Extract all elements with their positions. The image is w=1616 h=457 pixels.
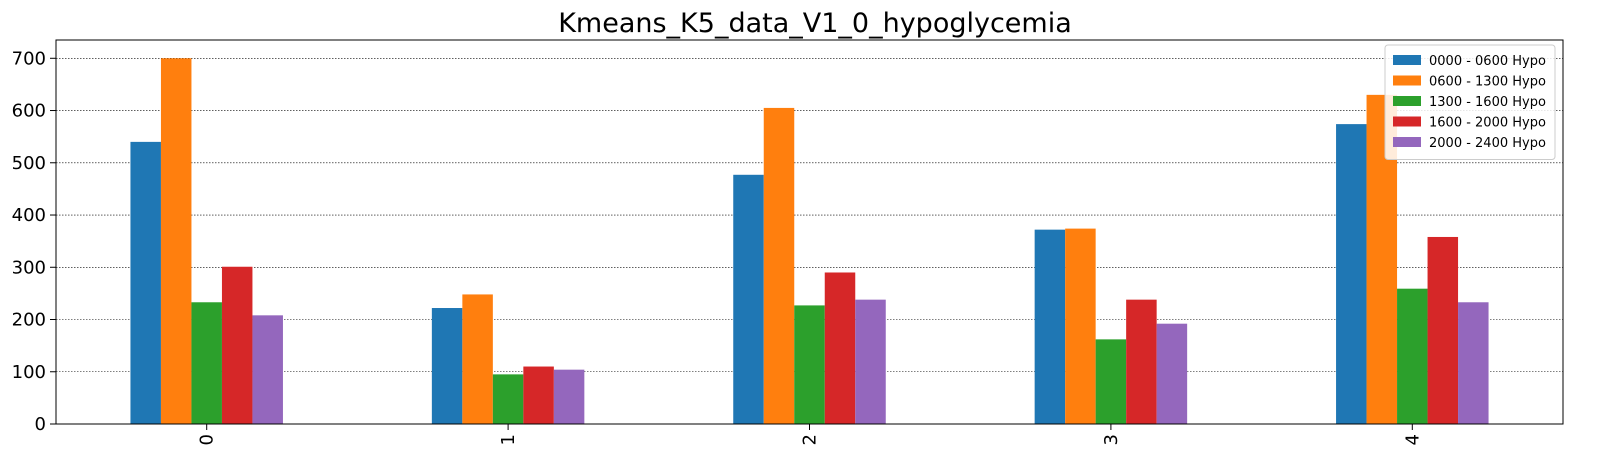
bar: [1397, 288, 1428, 424]
bar: [1427, 236, 1459, 424]
y-tick-label: 0: [35, 414, 46, 435]
legend-label: 0600 - 1300 Hypo: [1429, 75, 1546, 90]
legend-swatch: [1393, 137, 1421, 147]
x-tick-label: 1: [498, 434, 519, 445]
bar: [1336, 124, 1367, 424]
bar: [191, 302, 222, 424]
bar: [252, 315, 283, 424]
y-tick-label: 100: [12, 362, 46, 383]
bar: [1034, 229, 1066, 424]
bar: [1065, 228, 1096, 424]
bar: [855, 299, 886, 424]
y-tick-label: 600: [12, 101, 46, 122]
y-tick-label: 200: [12, 310, 46, 331]
legend-label: 0000 - 0600 Hypo: [1429, 54, 1546, 69]
bar: [1458, 302, 1489, 424]
bar: [221, 266, 253, 424]
bar: [733, 174, 764, 424]
legend-swatch: [1393, 116, 1421, 127]
bar: [523, 366, 554, 424]
x-tick-label: 4: [1402, 434, 1423, 445]
bar: [553, 369, 585, 424]
bar: [431, 308, 463, 424]
legend-label: 1600 - 2000 Hypo: [1429, 116, 1546, 131]
bar: [492, 374, 524, 424]
bar: [1156, 323, 1188, 424]
bar: [824, 272, 856, 424]
y-axis: 0 100 200 300 400 500 600 700: [12, 48, 56, 435]
y-tick-label: 500: [12, 153, 46, 174]
x-axis: 0 1 2 3 4: [197, 424, 1423, 445]
bar: [763, 107, 795, 424]
legend-box: [1384, 44, 1556, 160]
x-tick-label: 3: [1101, 434, 1122, 445]
x-tick-label: 2: [800, 434, 821, 445]
bar: [462, 294, 493, 424]
bar: [130, 141, 161, 424]
y-tick-label: 700: [12, 48, 46, 69]
bars: [130, 58, 1489, 425]
x-tick-label: 0: [197, 434, 218, 445]
legend-label: 1300 - 1600 Hypo: [1429, 95, 1546, 110]
legend: 0000 - 0600 Hypo 0600 - 1300 Hypo 1300 - 1…: [1384, 44, 1556, 160]
legend-label: 2000 - 2400 Hypo: [1429, 136, 1546, 151]
legend-swatch: [1393, 75, 1421, 86]
chart-title: Kmeans_K5_data_V1_0_hypoglycemia: [558, 8, 1072, 39]
bar: [160, 58, 192, 425]
bar: [1126, 299, 1157, 424]
y-tick-label: 400: [12, 205, 46, 226]
legend-swatch: [1393, 55, 1421, 65]
bar: [794, 305, 825, 424]
bar: [1095, 339, 1127, 424]
y-tick-label: 300: [12, 257, 46, 278]
legend-swatch: [1393, 96, 1421, 106]
